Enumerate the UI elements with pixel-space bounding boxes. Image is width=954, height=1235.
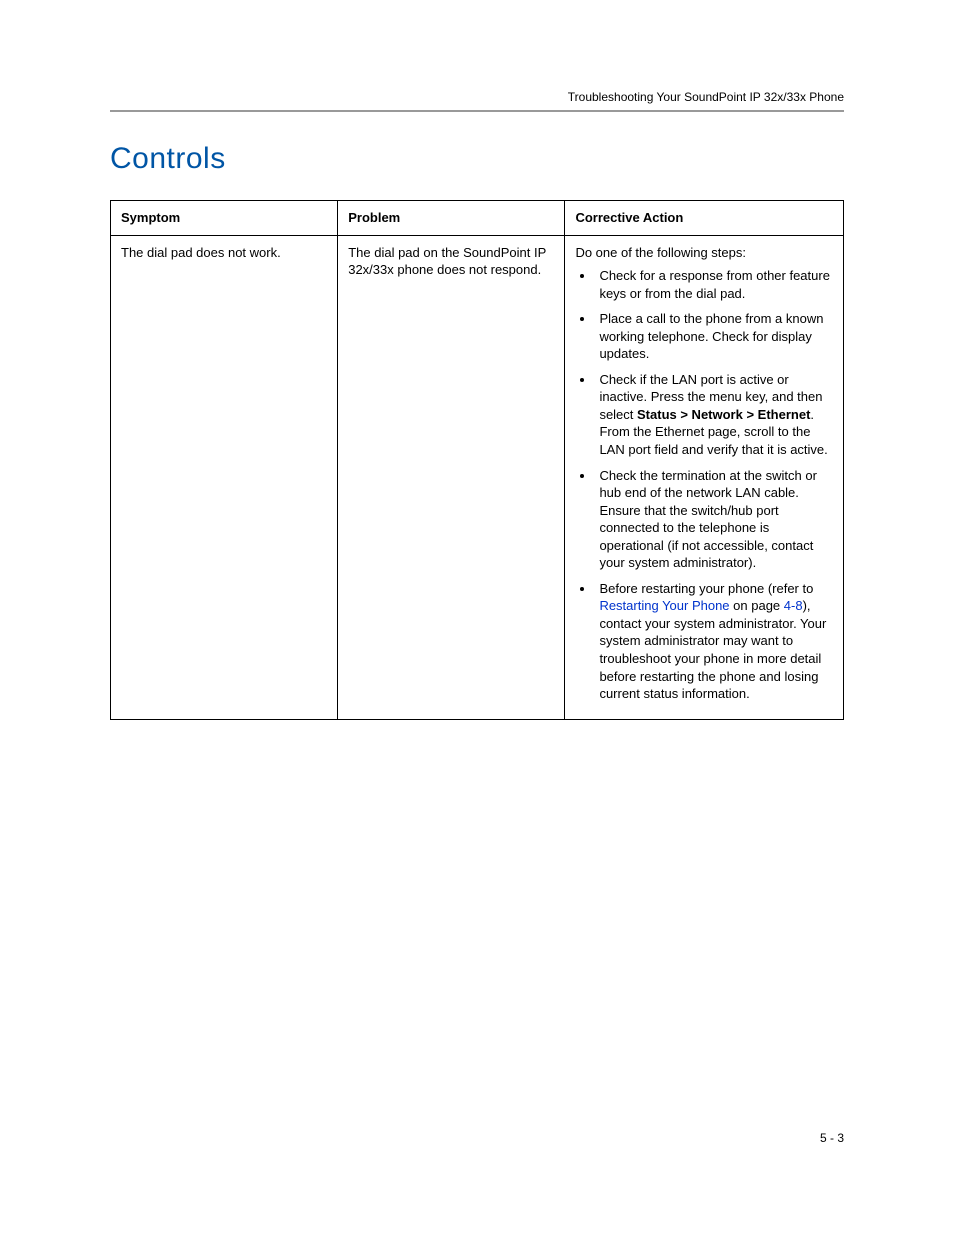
list-item: Check for a response from other feature … <box>595 267 833 302</box>
document-page: Troubleshooting Your SoundPoint IP 32x/3… <box>0 0 954 1235</box>
cell-symptom: The dial pad does not work. <box>111 235 338 719</box>
col-header-symptom: Symptom <box>111 201 338 236</box>
page-reference-link[interactable]: 4-8 <box>784 598 803 613</box>
page-number: 5 - 3 <box>820 1131 844 1145</box>
header-rule <box>110 110 844 112</box>
cell-problem: The dial pad on the SoundPoint IP 32x/33… <box>338 235 565 719</box>
col-header-problem: Problem <box>338 201 565 236</box>
running-header: Troubleshooting Your SoundPoint IP 32x/3… <box>110 90 844 110</box>
action-list: Check for a response from other feature … <box>575 267 833 703</box>
text-segment: Before restarting your phone (refer to <box>599 581 813 596</box>
col-header-action: Corrective Action <box>565 201 844 236</box>
text-segment: ), contact your system administrator. Yo… <box>599 598 826 701</box>
list-item: Check if the LAN port is active or inact… <box>595 371 833 459</box>
table-row: The dial pad does not work. The dial pad… <box>111 235 844 719</box>
section-title: Controls <box>110 142 844 176</box>
list-item: Before restarting your phone (refer to R… <box>595 580 833 703</box>
bold-path: Status > Network > Ethernet <box>637 407 810 422</box>
table-header-row: Symptom Problem Corrective Action <box>111 201 844 236</box>
list-item: Place a call to the phone from a known w… <box>595 310 833 363</box>
list-item: Check the termination at the switch or h… <box>595 467 833 572</box>
cross-reference-link[interactable]: Restarting Your Phone <box>599 598 729 613</box>
text-segment: on page <box>730 598 784 613</box>
action-intro: Do one of the following steps: <box>575 244 833 262</box>
troubleshooting-table: Symptom Problem Corrective Action The di… <box>110 200 844 720</box>
cell-action: Do one of the following steps: Check for… <box>565 235 844 719</box>
